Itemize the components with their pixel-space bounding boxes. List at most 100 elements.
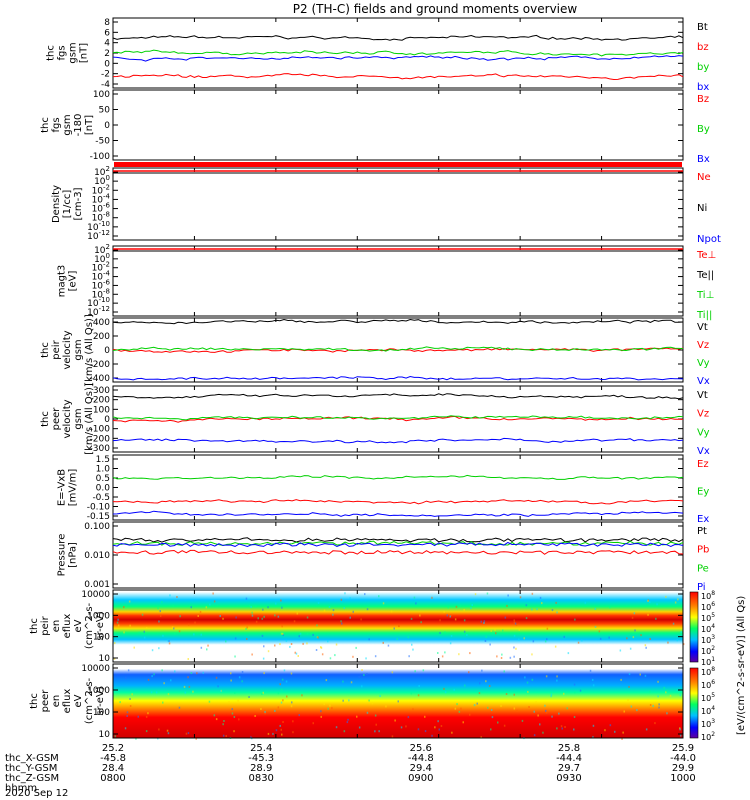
spectrogram-pixel <box>206 648 208 651</box>
spectrogram-pixel <box>484 640 487 642</box>
spectrogram-pixel <box>222 723 224 726</box>
spectrogram-pixel <box>513 655 515 658</box>
spectrogram-pixel <box>666 712 668 715</box>
spectrogram-pixel <box>592 736 594 739</box>
spectrogram-pixel <box>335 726 338 729</box>
spectrogram-pixel <box>518 628 520 631</box>
legend-Vx: Vx <box>697 376 710 387</box>
y-tick-label: 1000 <box>87 611 110 621</box>
spectrogram-pixel <box>125 676 127 679</box>
spectrogram-pixel <box>366 608 369 611</box>
spectrogram-pixel <box>443 687 445 690</box>
spectrogram-pixel <box>450 635 453 637</box>
spectrogram-pixel <box>462 721 464 724</box>
y-axis-label: eflux <box>62 614 73 639</box>
spectrogram-pixel <box>329 704 331 707</box>
spectrogram-pixel <box>364 593 366 596</box>
y-tick-label: 100 <box>93 90 110 100</box>
panel-8: 0.100 0.010 0.001 Pressure [nPa] Pt Pb Pe Pi <box>57 521 709 593</box>
spectrogram-pixel <box>439 619 441 622</box>
legend-by: by <box>697 62 709 73</box>
spectrogram-pixel <box>537 714 539 717</box>
spectrogram-pixel <box>614 730 616 733</box>
spectrogram-pixel <box>437 720 439 723</box>
panel-frame <box>112 245 684 317</box>
spectrogram-pixel <box>137 715 139 718</box>
panel-7: 1.51.00.50.0-0.5-0.10-0.15 E=-VxB [mV/m] Ez… <box>57 454 709 525</box>
spectrogram-pixel <box>539 596 542 599</box>
spectrogram-pixel <box>340 620 342 623</box>
spectrogram-pixel <box>147 678 150 681</box>
spectrogram-pixel <box>604 729 606 732</box>
spectrogram-pixel <box>251 611 253 614</box>
spectrogram-pixel <box>279 683 281 686</box>
series-line-Bt <box>112 34 684 41</box>
spectrogram-pixel <box>478 692 481 695</box>
y-tick-label: 10 <box>99 730 111 740</box>
spectrogram-pixel <box>422 669 425 672</box>
y-axis-label: thc <box>40 342 51 358</box>
y-tick-label: 1000 <box>87 686 110 696</box>
spectrogram-pixel <box>535 701 537 704</box>
y-tick-label: 200 <box>93 332 110 342</box>
spectrogram-pixel <box>250 605 252 608</box>
spectrogram-pixel <box>545 709 547 712</box>
legend-Te||: Te|| <box>696 270 714 281</box>
series-line-Ez <box>112 499 684 505</box>
spectrogram-pixel <box>412 708 414 711</box>
spectrogram-pixel <box>162 634 164 637</box>
spectrogram-pixel <box>440 725 443 727</box>
spectrogram-pixel <box>264 712 266 715</box>
spectrogram-pixel <box>285 639 288 642</box>
legend-Vz: Vz <box>697 340 709 351</box>
spectrogram-pixel <box>280 701 283 704</box>
spectrogram-pixel <box>513 621 516 624</box>
spectrogram-pixel <box>233 716 236 718</box>
legend-bx: bx <box>697 82 709 93</box>
spectrogram-pixel <box>312 633 314 636</box>
spectrogram-pixel <box>207 644 209 647</box>
spectrogram-pixel <box>223 720 225 722</box>
y-tick-label: 10000 <box>81 664 110 674</box>
footer-row-label: thc_Z-GSM <box>5 773 59 784</box>
footer-value: 28.9 <box>250 763 272 774</box>
y-axis-label: Pressure <box>57 534 68 577</box>
spectrogram-pixel <box>257 617 259 620</box>
spectrogram-pixel <box>262 608 264 611</box>
spectrogram-pixel <box>163 682 165 685</box>
spectrogram-band <box>113 592 683 658</box>
spectrogram-pixel <box>647 613 649 616</box>
spectrogram-pixel <box>524 676 526 679</box>
spectrogram-pixel <box>539 723 541 726</box>
spectrogram-pixel <box>407 636 409 639</box>
spectrogram-pixel <box>147 712 149 715</box>
spectrogram-pixel <box>158 620 160 623</box>
spectrogram-pixel <box>262 657 265 660</box>
spectrogram-pixel <box>343 607 345 610</box>
spectrogram-pixel <box>234 637 237 640</box>
series-line-Vt <box>112 318 684 325</box>
spectrogram-pixel <box>525 617 528 620</box>
panel-10: 10000 1000 100 10 thc peer en eflux eV (cm^2-s-sr… <box>29 663 684 740</box>
spectrogram-pixel <box>573 683 576 686</box>
y-axis-label: velocity <box>62 399 73 438</box>
spectrogram-pixel <box>577 641 580 644</box>
y-tick-label: 0 <box>104 415 110 425</box>
spectrogram-pixel <box>623 710 625 713</box>
spectrogram-pixel <box>196 672 198 675</box>
spectrogram-pixel <box>494 629 496 632</box>
spectrogram-pixel <box>415 602 417 605</box>
spectrogram-pixel <box>622 731 624 734</box>
spectrogram-pixel <box>162 701 164 704</box>
y-axis-label: eflux <box>62 689 73 714</box>
spectrogram-pixel <box>629 647 632 650</box>
spectrogram-pixel <box>438 728 440 731</box>
spectrogram-pixel <box>497 721 499 724</box>
spectrogram-pixel <box>190 672 193 674</box>
spectrogram-pixel <box>545 711 548 714</box>
spectrogram-pixel <box>397 700 399 703</box>
footer-value: 28.4 <box>102 763 124 774</box>
spectrogram-pixel <box>169 594 171 597</box>
spectrogram-pixel <box>419 614 421 617</box>
y-axis-label: -180 <box>73 114 84 137</box>
